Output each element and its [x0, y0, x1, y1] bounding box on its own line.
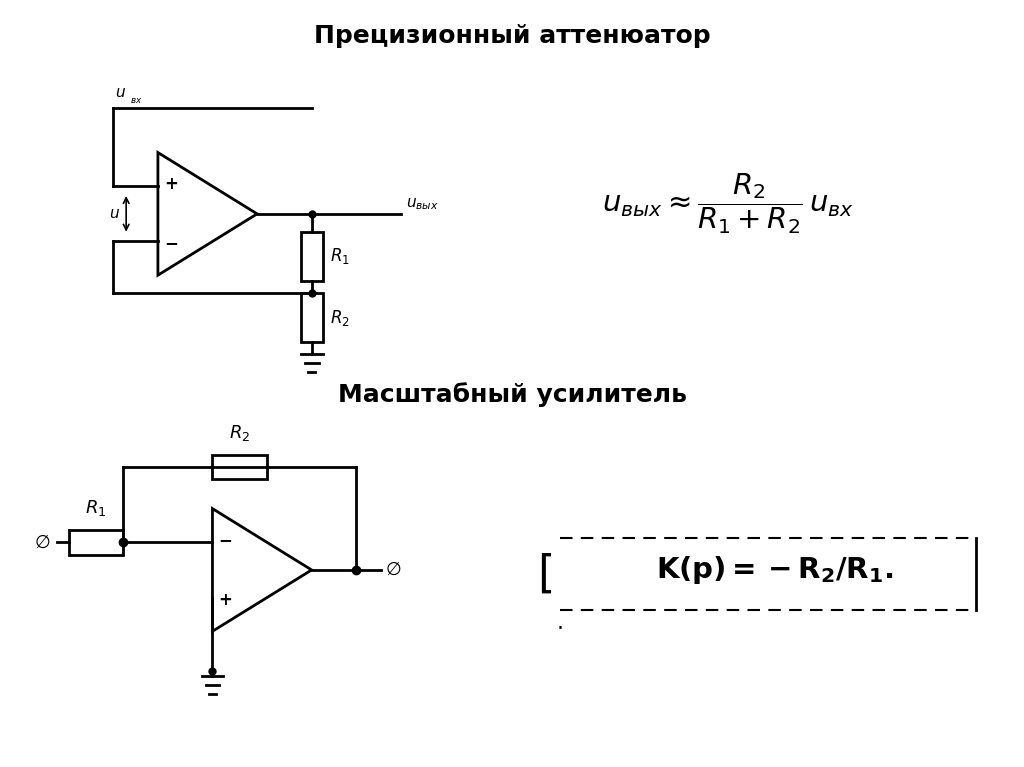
- Text: $R_1$: $R_1$: [331, 246, 350, 266]
- Text: $\cdot$: $\cdot$: [556, 617, 563, 637]
- Bar: [212, 455, 267, 479]
- Bar: [69, 530, 123, 555]
- Text: +: +: [218, 591, 232, 608]
- Text: +: +: [164, 176, 178, 193]
- Text: $R_1$: $R_1$: [85, 498, 106, 518]
- Text: $\emptyset$: $\emptyset$: [385, 561, 401, 579]
- Text: $\emptyset$: $\emptyset$: [34, 533, 50, 551]
- Text: $u_{вых}$: $u_{вых}$: [406, 196, 438, 212]
- Text: −: −: [218, 532, 232, 549]
- Bar: [301, 232, 323, 281]
- Text: $_{вх}$: $_{вх}$: [130, 93, 142, 106]
- Bar: [301, 293, 323, 342]
- Text: $R_2$: $R_2$: [229, 423, 250, 443]
- Text: Прецизионный аттенюатор: Прецизионный аттенюатор: [313, 24, 711, 48]
- Text: $R_2$: $R_2$: [331, 308, 350, 328]
- Text: $u$: $u$: [116, 85, 126, 100]
- Text: $u$: $u$: [110, 206, 120, 222]
- Text: $u_{\mathit{вых}} \approx \dfrac{R_2}{R_1 + R_2}\, u_{\mathit{вх}}$: $u_{\mathit{вых}} \approx \dfrac{R_2}{R_…: [602, 172, 854, 236]
- Text: Масштабный усилитель: Масштабный усилитель: [338, 383, 686, 407]
- Text: −: −: [164, 235, 178, 252]
- Text: $\mathbf{K(p) = -R_2/R_1.}$: $\mathbf{K(p) = -R_2/R_1.}$: [656, 554, 894, 586]
- Text: [: [: [538, 552, 555, 595]
